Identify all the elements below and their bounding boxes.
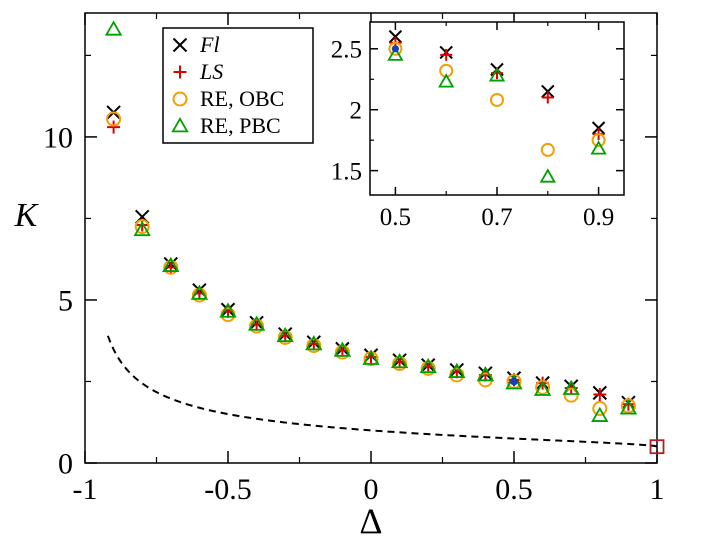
inset-point-ls (541, 91, 554, 104)
main-point-re-obc (392, 356, 408, 372)
legend-label: Fl (199, 32, 220, 57)
inset-point-fl (541, 84, 555, 99)
main-series-special-1 (649, 439, 665, 455)
main-point-re-pbc (333, 341, 352, 357)
main-xtick-label: 0 (364, 473, 379, 506)
inset-point-re-pbc (590, 140, 607, 155)
inset-point-re-obc (490, 92, 504, 107)
main-point-re-pbc (305, 335, 323, 351)
inset-point-re-pbc (387, 46, 404, 61)
main-point-ls (107, 120, 121, 134)
legend-entry-re-pbc: RE, PBC (171, 113, 281, 138)
main-point-re-pbc (104, 20, 123, 36)
main-point-re-obc (106, 111, 122, 127)
inset-xtick-label: 0.9 (583, 204, 614, 231)
main-point-re-pbc (390, 352, 409, 369)
main-xtick-label: 0.5 (495, 473, 533, 506)
legend-marker-fl (172, 37, 188, 53)
inset-point-re-obc (591, 133, 606, 148)
main-series-special-0-5 (510, 377, 518, 386)
inset-point-ls (440, 48, 453, 61)
main-point-ls (593, 388, 607, 402)
legend-entry-ls: LS (173, 59, 223, 84)
main-point-re-pbc (476, 365, 495, 382)
main-point-re-pbc (619, 399, 638, 415)
x-axis-label: Δ (359, 501, 382, 541)
main-point-re-pbc (276, 326, 294, 343)
inset-point-re-pbc (539, 168, 556, 183)
inset-point-re-obc (388, 41, 403, 56)
inset-point-fl (591, 121, 606, 135)
inset-point-re-obc (540, 142, 555, 157)
main-ytick-label: 0 (58, 448, 73, 481)
inset-point-special-0-5 (391, 45, 399, 53)
main-point-special-0-5 (510, 377, 518, 386)
main-point-re-pbc (219, 302, 237, 318)
legend-label: LS (199, 59, 223, 84)
main-point-re-obc (306, 338, 322, 354)
legend-entry-re-obc: RE, OBC (172, 86, 284, 111)
main-point-re-obc (420, 360, 436, 376)
legend-marker-re-pbc (171, 117, 189, 133)
inset-ytick-label: 1.5 (331, 158, 362, 185)
main-point-re-pbc (533, 380, 552, 396)
main-point-re-obc (592, 401, 608, 417)
inset-point-re-pbc (488, 67, 506, 82)
main-point-re-pbc (190, 284, 209, 300)
main-xtick-label: 1 (650, 473, 665, 506)
main-fit-curve (106, 335, 657, 448)
main-point-re-obc (249, 318, 265, 334)
inset-series-re-pbc (387, 46, 607, 183)
main-ytick-label: 5 (58, 284, 73, 317)
main-point-special-1 (649, 439, 665, 455)
main-ytick-label: 10 (43, 121, 73, 154)
inset-ytick-label: 2 (350, 97, 363, 124)
inset-point-re-pbc (438, 73, 455, 88)
inset-xtick-label: 0.7 (481, 204, 512, 231)
main-xtick-label: -0.5 (204, 473, 252, 506)
main-point-re-pbc (591, 406, 609, 422)
inset-frame (369, 21, 625, 196)
main-point-re-obc (563, 387, 579, 403)
main-point-re-pbc (448, 362, 466, 378)
legend-marker-ls (173, 65, 187, 79)
main-point-re-obc (134, 219, 150, 235)
legend-box (162, 27, 314, 144)
main-point-re-pbc (247, 315, 266, 331)
inset-series-re-obc (388, 41, 606, 157)
main-point-re-pbc (562, 379, 580, 395)
main-point-re-pbc (419, 357, 437, 374)
main-point-re-pbc (162, 256, 180, 272)
legend-entry-fl: Fl (172, 32, 220, 57)
legend-label: RE, OBC (200, 86, 284, 111)
inset-series-special-0-5 (391, 45, 399, 53)
main-point-re-obc (334, 344, 350, 360)
main-xtick-label: -1 (73, 473, 98, 506)
y-axis-label: K (14, 197, 40, 234)
inset-ytick-label: 2.5 (331, 37, 362, 64)
inset-point-fl (388, 29, 403, 44)
main-series-re-obc (106, 111, 636, 417)
main-point-re-pbc (362, 349, 380, 365)
main-point-re-obc (163, 259, 179, 275)
legend-marker-re-obc (172, 91, 188, 107)
inset-plot: 0.5 0.7 0.9 1.5 2 2.5 (331, 21, 625, 231)
legend-label: RE, PBC (200, 113, 281, 138)
inset-xtick-label: 0.5 (380, 204, 411, 231)
main-point-re-pbc (133, 220, 151, 237)
main-point-re-obc (277, 329, 293, 345)
main-point-re-obc (191, 287, 207, 303)
